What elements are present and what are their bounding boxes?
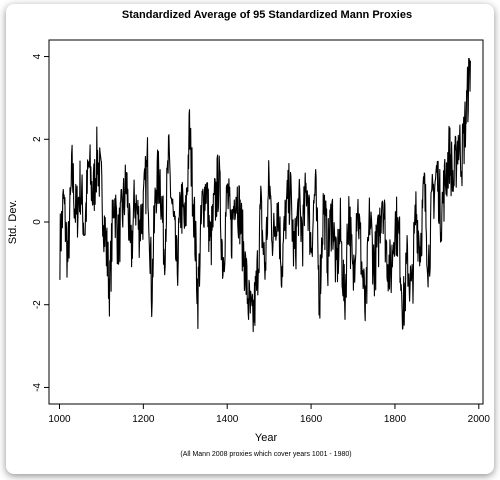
y-tick-label: 0	[32, 219, 43, 225]
x-tick-label: 1600	[300, 414, 323, 425]
y-axis-label: Std. Dev.	[7, 200, 19, 244]
x-axis: 1000 1200 1400 1600 1800 2000	[48, 404, 490, 425]
y-tick-label: -4	[32, 383, 43, 392]
series-line	[59, 58, 471, 333]
x-tick-label: 2000	[468, 414, 491, 425]
y-tick-label: -2	[32, 300, 43, 309]
chart-card	[6, 4, 494, 474]
y-tick-label: 4	[32, 53, 43, 59]
x-tick-label: 1000	[48, 414, 71, 425]
x-axis-label: Year	[255, 432, 278, 444]
chart-caption: (All Mann 2008 proxies which cover years…	[180, 451, 351, 458]
chart-title: Standardized Average of 95 Standardized …	[122, 9, 412, 21]
x-tick-label: 1400	[216, 414, 239, 425]
y-axis: -4 -2 0 2 4	[32, 53, 49, 392]
x-tick-label: 1800	[384, 414, 407, 425]
y-tick-label: 2	[32, 136, 43, 142]
x-tick-label: 1200	[132, 414, 155, 425]
